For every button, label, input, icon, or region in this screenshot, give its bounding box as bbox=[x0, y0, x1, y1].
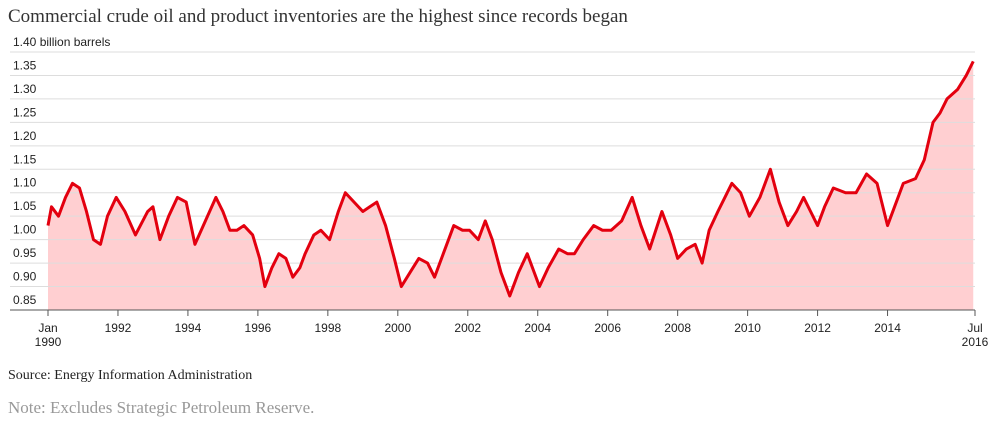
y-tick-label: 1.30 bbox=[13, 82, 37, 96]
chart: 0.85 0.90 0.95 1.00 1.05 1.10 1.15 1.20 1.25 1.30… bbox=[10, 35, 976, 316]
source: Source: Energy Information Administratio… bbox=[8, 368, 253, 383]
y-tick-label: 0.90 bbox=[13, 270, 37, 284]
x-tick-label: 2004 bbox=[524, 321, 552, 335]
y-tick-label: 1.10 bbox=[13, 176, 37, 190]
y-tick-label: 0.95 bbox=[13, 246, 37, 260]
x-tick-label: 2002 bbox=[454, 321, 482, 335]
x-tick-label: Jan 1990 bbox=[34, 321, 62, 349]
x-tick-label: 2008 bbox=[664, 321, 691, 335]
x-tick-label: 2012 bbox=[804, 321, 831, 335]
x-tick-label: 2000 bbox=[384, 321, 412, 335]
x-tick-label: 2010 bbox=[734, 321, 761, 335]
x-tick-label: 2014 bbox=[874, 321, 901, 335]
x-tick-label: 1992 bbox=[104, 321, 132, 335]
y-tick-label: 1.20 bbox=[13, 129, 37, 143]
line bbox=[46, 60, 975, 298]
y-tick-label: 1.35 bbox=[13, 58, 37, 72]
y-tick-label: 1.25 bbox=[13, 105, 37, 119]
note: Note: Excludes Strategic Petroleum Reser… bbox=[8, 398, 315, 417]
x-tick-label: 1996 bbox=[244, 321, 272, 335]
y-tick-label: 0.85 bbox=[13, 293, 37, 307]
chart-title: Commercial crude oil and product invento… bbox=[8, 6, 628, 27]
x-tick-label: 1994 bbox=[174, 321, 202, 335]
y-tick-label: 1.40 billion barrels bbox=[13, 35, 110, 49]
x-tick-label: 2006 bbox=[594, 321, 622, 335]
x-tick-label: Jul 2016 bbox=[961, 321, 989, 349]
y-tick-label: 1.05 bbox=[13, 199, 37, 213]
x-tick-label: 1998 bbox=[314, 321, 342, 335]
area bbox=[48, 61, 974, 310]
y-tick-label: 1.00 bbox=[13, 223, 37, 237]
y-tick-label: 1.15 bbox=[13, 152, 37, 166]
